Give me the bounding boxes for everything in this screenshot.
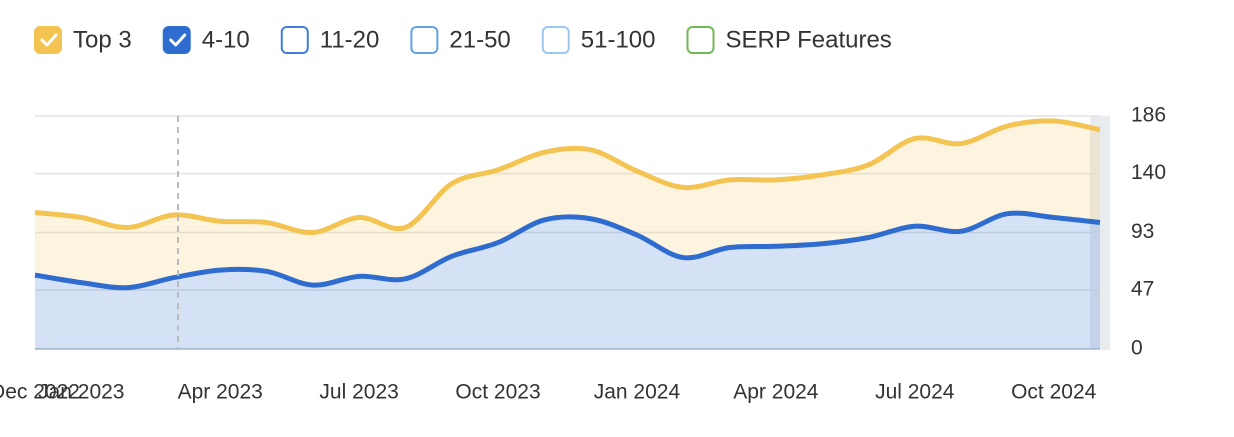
x-tick-label: Jan 2023 [38, 381, 124, 404]
y-tick-label: 186 [1131, 104, 1166, 127]
x-tick-label: Apr 2024 [733, 381, 819, 404]
legend-label: 21-50 [449, 26, 510, 53]
x-tick-label: Dec 2022 [0, 381, 80, 404]
y-tick-label: 0 [1131, 337, 1143, 360]
legend-checkbox [541, 26, 570, 54]
y-tick-label: 47 [1131, 278, 1154, 301]
line [34, 210, 1101, 291]
x-tick-label: Oct 2023 [455, 381, 540, 404]
legend-checkbox [280, 26, 309, 54]
legend-checkbox [162, 26, 191, 54]
line [34, 118, 1101, 236]
legend-label: 11-20 [320, 26, 380, 53]
legend-label: 51-100 [581, 26, 656, 53]
check-mark [40, 33, 58, 47]
y-tick-label: 93 [1131, 220, 1154, 243]
legend-item[interactable]: SERP Features [686, 26, 892, 54]
plot-area [34, 115, 1110, 350]
legend: Top 3 4-10 11-20 21-50 51-100 SERP Features [34, 26, 892, 54]
x-tick-label: Jan 2024 [594, 381, 681, 404]
legend-checkbox [410, 26, 439, 54]
x-tick-label: Jul 2023 [319, 381, 398, 404]
legend-item[interactable]: 51-100 [541, 26, 656, 54]
x-tick-label: Jul 2024 [875, 381, 955, 404]
y-tick-label: 140 [1131, 161, 1166, 184]
check-mark [169, 33, 187, 47]
legend-item[interactable]: 21-50 [410, 26, 511, 54]
legend-label: SERP Features [726, 26, 892, 53]
legend-item[interactable]: 11-20 [280, 26, 380, 54]
x-tick-label: Oct 2024 [1011, 381, 1097, 404]
legend-label: 4-10 [202, 26, 250, 53]
legend-label: Top 3 [73, 26, 132, 53]
legend-item[interactable]: 4-10 [162, 26, 250, 54]
area [35, 120, 1100, 288]
legend-checkbox [686, 26, 715, 54]
area [35, 213, 1100, 349]
legend-checkbox [34, 26, 62, 54]
x-tick-label: Apr 2023 [178, 381, 263, 404]
legend-item[interactable]: Top 3 [34, 26, 132, 54]
